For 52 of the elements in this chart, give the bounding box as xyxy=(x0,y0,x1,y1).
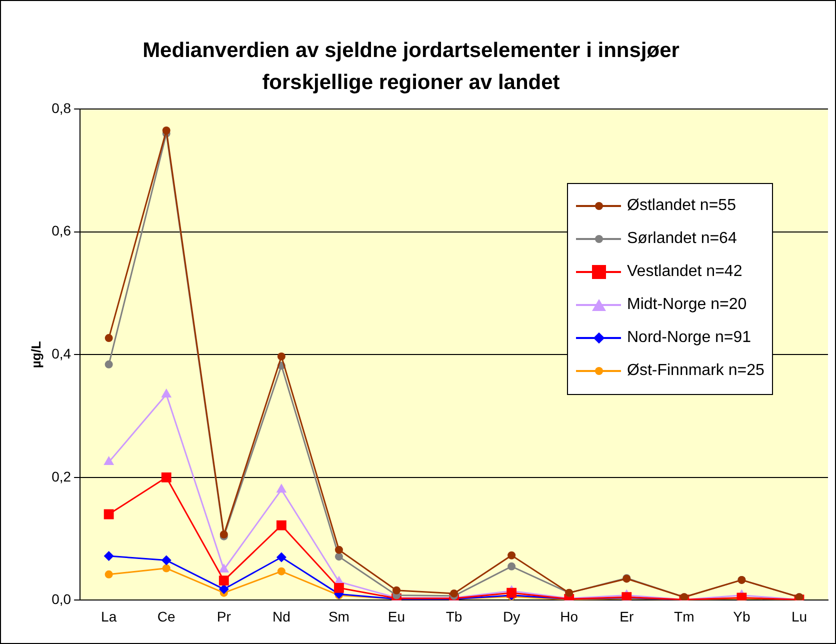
x-tick-label: Ho xyxy=(560,608,578,624)
legend-label: Øst-Finnmark n=25 xyxy=(627,362,764,380)
point xyxy=(508,562,516,570)
point xyxy=(276,552,286,562)
point xyxy=(162,564,170,572)
point xyxy=(450,589,458,598)
point xyxy=(218,564,230,572)
point xyxy=(104,550,114,561)
chart-title: Medianverdien av sjeldne jordartselementer i innsjøer forskjellige regioner av landet xyxy=(142,38,680,96)
point xyxy=(276,484,287,493)
point xyxy=(334,582,344,593)
point xyxy=(276,520,286,530)
point xyxy=(162,126,170,134)
x-tick-label: Pr xyxy=(216,608,232,624)
point xyxy=(104,334,113,342)
point xyxy=(161,388,172,398)
point xyxy=(508,551,516,560)
x-tick-label: Ce xyxy=(157,608,176,624)
y-axis-title: µg/L xyxy=(28,341,44,368)
point xyxy=(104,509,114,520)
point xyxy=(104,360,113,368)
x-tick-label: Dy xyxy=(503,608,520,624)
point xyxy=(392,586,400,594)
x-tick-label: La xyxy=(101,608,117,624)
point xyxy=(104,456,114,466)
legend-label: Nord-Norge n=91 xyxy=(627,329,752,348)
x-tick-label: Tm xyxy=(674,608,694,624)
x-tick-label: Sm xyxy=(328,608,350,624)
point xyxy=(334,552,343,561)
x-tick-label: Tb xyxy=(446,608,462,624)
point xyxy=(218,584,229,594)
y-tick-label: 0,8 xyxy=(52,100,72,116)
legend-label: Vestlandet n=42 xyxy=(627,263,742,282)
x-tick-label: Er xyxy=(620,608,634,624)
legend-label: Østlandet n=55 xyxy=(627,197,736,216)
point xyxy=(161,472,172,482)
y-tick-label: 0,2 xyxy=(52,468,72,484)
point xyxy=(334,546,343,554)
point xyxy=(277,567,286,576)
legend-label: Midt-Norge n=20 xyxy=(627,296,747,314)
point xyxy=(161,555,172,566)
point xyxy=(218,576,229,586)
y-tick-label: 0,0 xyxy=(52,591,72,608)
point xyxy=(277,352,286,360)
point xyxy=(104,570,113,578)
x-tick-label: Eu xyxy=(388,608,406,624)
x-tick-label: Nd xyxy=(272,608,290,624)
x-tick-label: Yb xyxy=(733,608,750,624)
y-tick-label: 0,4 xyxy=(52,345,72,362)
legend-label: Sørlandet n=64 xyxy=(627,230,737,248)
y-tick-label: 0,6 xyxy=(52,222,72,239)
x-tick-label: Lu xyxy=(791,608,808,624)
